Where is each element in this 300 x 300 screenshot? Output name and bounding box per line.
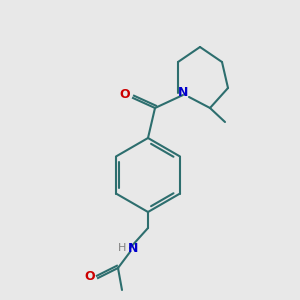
Text: N: N (178, 86, 188, 100)
Text: H: H (118, 243, 126, 253)
Text: O: O (85, 271, 95, 284)
Text: O: O (120, 88, 130, 101)
Text: N: N (128, 242, 138, 256)
